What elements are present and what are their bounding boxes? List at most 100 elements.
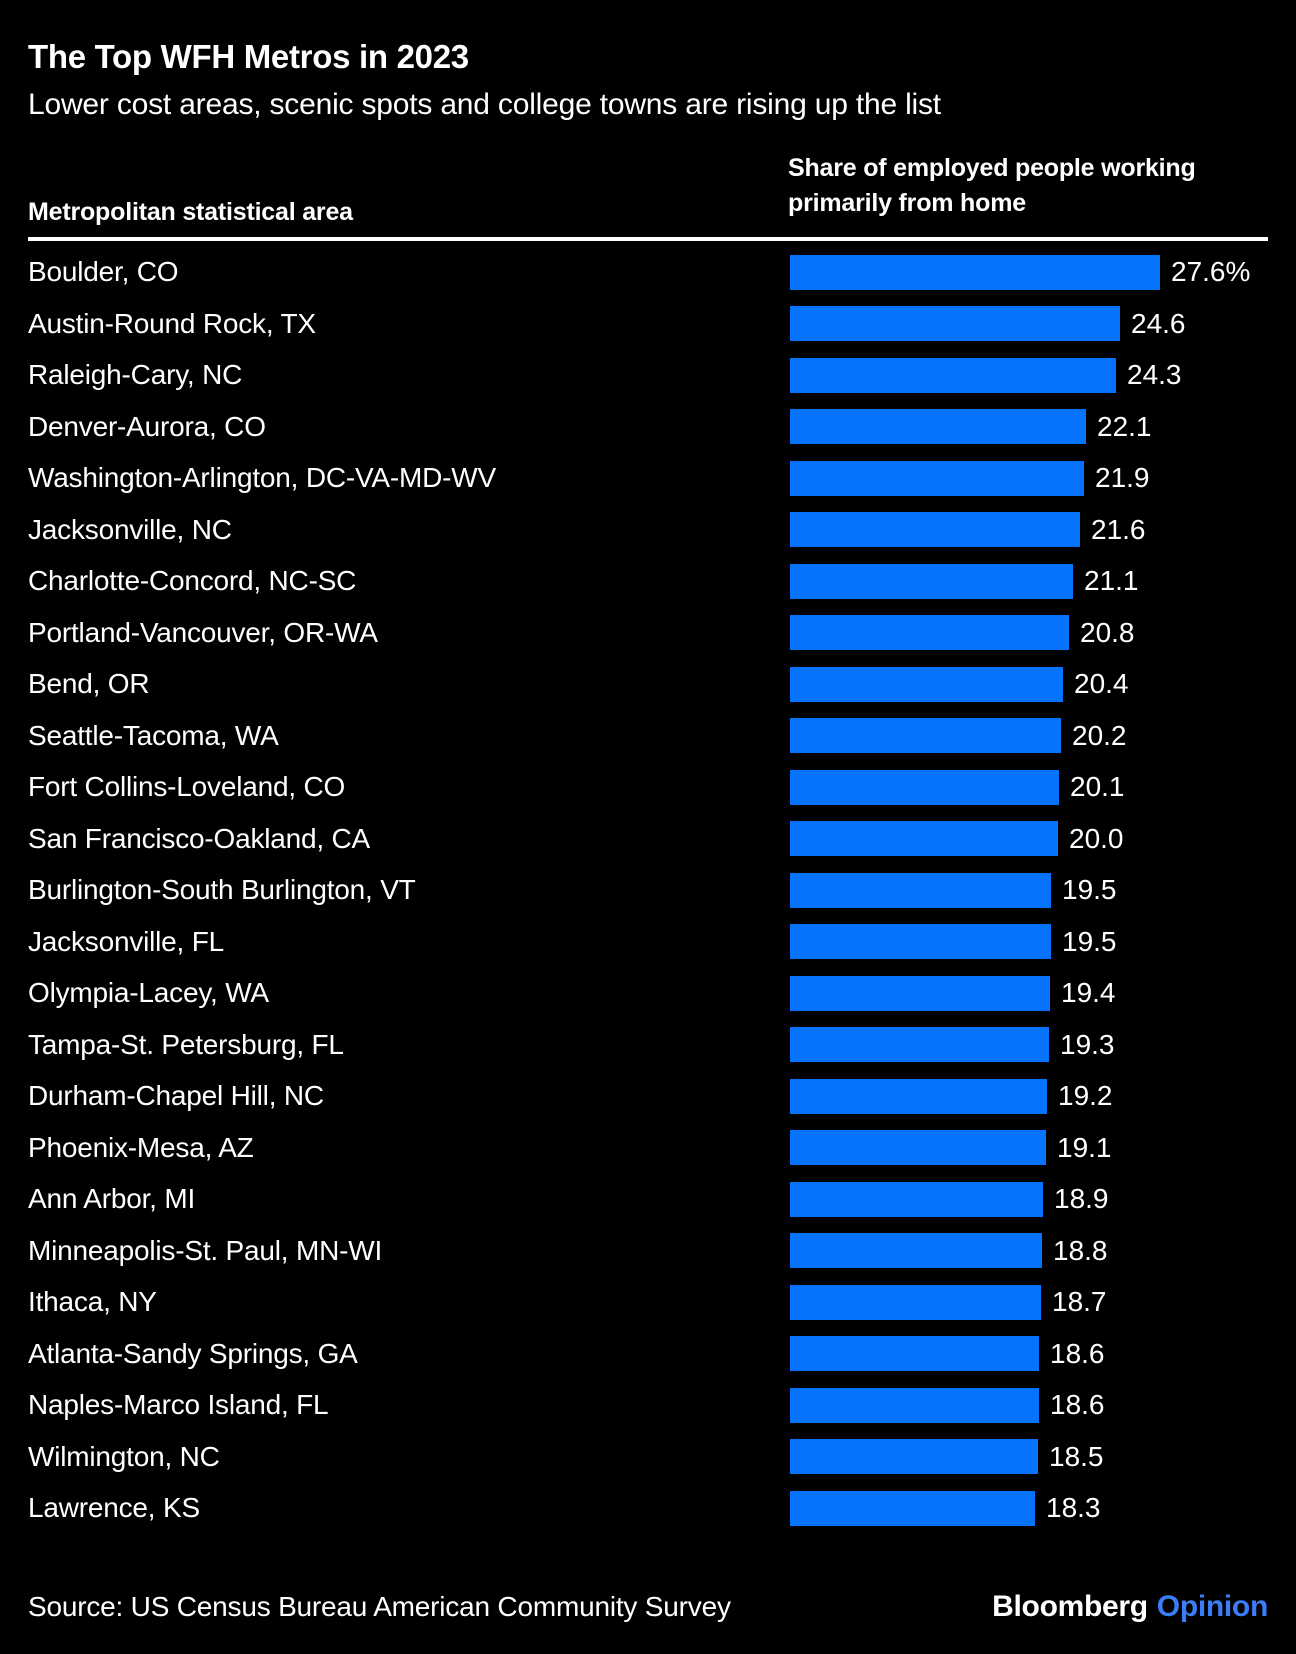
metro-label: Jacksonville, NC <box>28 513 232 545</box>
metro-label: Jacksonville, FL <box>28 925 224 957</box>
bar-row: Washington-Arlington, DC-VA-MD-WV 21.9 <box>28 453 1268 505</box>
bar-row: Portland-Vancouver, OR-WA 20.8 <box>28 607 1268 659</box>
metro-label: Wilmington, NC <box>28 1440 220 1472</box>
bar-row: Tampa-St. Petersburg, FL 19.3 <box>28 1019 1268 1071</box>
bar-area: 21.6 <box>790 504 1268 556</box>
bar-row: Bend, OR 20.4 <box>28 659 1268 711</box>
bar-row: Phoenix-Mesa, AZ 19.1 <box>28 1122 1268 1174</box>
value-label: 21.6 <box>1091 513 1146 545</box>
value-label: 18.5 <box>1049 1440 1104 1472</box>
value-label: 18.9 <box>1054 1183 1109 1215</box>
bar <box>790 924 1051 960</box>
value-label: 18.7 <box>1052 1286 1107 1318</box>
value-label: 18.3 <box>1046 1492 1101 1524</box>
metro-label: San Francisco-Oakland, CA <box>28 822 371 854</box>
metro-label: Portland-Vancouver, OR-WA <box>28 616 378 648</box>
value-label: 20.8 <box>1080 616 1135 648</box>
value-label: 19.1 <box>1057 1131 1112 1163</box>
bar-area: 21.9 <box>790 453 1268 505</box>
bar-row: Seattle-Tacoma, WA 20.2 <box>28 710 1268 762</box>
metro-label: Burlington-South Burlington, VT <box>28 874 416 906</box>
bar <box>790 1284 1041 1320</box>
bar-rows: Boulder, CO 27.6% Austin-Round Rock, TX … <box>28 247 1268 1535</box>
metro-label: Naples-Marco Island, FL <box>28 1389 329 1421</box>
bar <box>790 1490 1035 1526</box>
bar <box>790 563 1073 599</box>
value-label: 20.2 <box>1072 719 1127 751</box>
value-label: 27.6% <box>1171 256 1251 288</box>
bar-row: Charlotte-Concord, NC-SC 21.1 <box>28 556 1268 608</box>
bar-area: 20.8 <box>790 607 1268 659</box>
bar-row: Naples-Marco Island, FL 18.6 <box>28 1380 1268 1432</box>
value-label: 18.8 <box>1053 1234 1108 1266</box>
value-label: 19.5 <box>1062 874 1117 906</box>
bar <box>790 1027 1049 1063</box>
bar <box>790 1233 1042 1269</box>
value-label: 19.4 <box>1061 977 1116 1009</box>
metro-label: Austin-Round Rock, TX <box>28 307 316 339</box>
bar <box>790 718 1061 754</box>
column-header-metro: Metropolitan statistical area <box>28 197 353 226</box>
bar-row: Durham-Chapel Hill, NC 19.2 <box>28 1071 1268 1123</box>
bar-area: 20.0 <box>790 813 1268 865</box>
bar <box>790 254 1160 290</box>
bar-area: 24.6 <box>790 298 1268 350</box>
page-title: The Top WFH Metros in 2023 <box>28 38 469 75</box>
bar <box>790 975 1050 1011</box>
metro-label: Denver-Aurora, CO <box>28 410 266 442</box>
value-label: 18.6 <box>1050 1389 1105 1421</box>
bar-row: Jacksonville, NC 21.6 <box>28 504 1268 556</box>
bar <box>790 821 1058 857</box>
bar-row: Fort Collins-Loveland, CO 20.1 <box>28 762 1268 814</box>
value-label: 21.9 <box>1095 462 1150 494</box>
bar-area: 22.1 <box>790 401 1268 453</box>
footer: Source: US Census Bureau American Commun… <box>28 1590 1268 1624</box>
bar-area: 19.5 <box>790 865 1268 917</box>
bar <box>790 769 1059 805</box>
bar-area: 19.2 <box>790 1071 1268 1123</box>
source-note: Source: US Census Bureau American Commun… <box>28 1591 731 1622</box>
bar-area: 18.6 <box>790 1380 1268 1432</box>
bar <box>790 666 1063 702</box>
value-label: 19.5 <box>1062 925 1117 957</box>
bar <box>790 1387 1039 1423</box>
bar-area: 19.3 <box>790 1019 1268 1071</box>
bar-row: San Francisco-Oakland, CA 20.0 <box>28 813 1268 865</box>
metro-label: Boulder, CO <box>28 256 179 288</box>
metro-label: Charlotte-Concord, NC-SC <box>28 565 357 597</box>
bar-area: 21.1 <box>790 556 1268 608</box>
metro-label: Raleigh-Cary, NC <box>28 359 243 391</box>
bar-area: 18.9 <box>790 1174 1268 1226</box>
bar <box>790 460 1084 496</box>
bar-row: Raleigh-Cary, NC 24.3 <box>28 350 1268 402</box>
value-label: 18.6 <box>1050 1337 1105 1369</box>
bar-area: 20.2 <box>790 710 1268 762</box>
value-label: 19.2 <box>1058 1080 1113 1112</box>
bar-row: Jacksonville, FL 19.5 <box>28 916 1268 968</box>
metro-label: Durham-Chapel Hill, NC <box>28 1080 324 1112</box>
bar-area: 19.4 <box>790 968 1268 1020</box>
bar <box>790 1130 1046 1166</box>
bar-area: 27.6% <box>790 247 1268 299</box>
bar-row: Denver-Aurora, CO 22.1 <box>28 401 1268 453</box>
bar-area: 18.8 <box>790 1225 1268 1277</box>
metro-label: Olympia-Lacey, WA <box>28 977 269 1009</box>
metro-label: Ann Arbor, MI <box>28 1183 196 1215</box>
bar-area: 18.6 <box>790 1328 1268 1380</box>
bar-row: Boulder, CO 27.6% <box>28 247 1268 299</box>
bar <box>790 306 1120 342</box>
metro-label: Fort Collins-Loveland, CO <box>28 771 346 803</box>
bloomberg-opinion-logo: Bloomberg Opinion <box>992 1590 1268 1624</box>
bar-area: 18.5 <box>790 1431 1268 1483</box>
bar-row: Wilmington, NC 18.5 <box>28 1431 1268 1483</box>
bar <box>790 1181 1043 1217</box>
bar-row: Austin-Round Rock, TX 24.6 <box>28 298 1268 350</box>
bar <box>790 512 1080 548</box>
metro-label: Tampa-St. Petersburg, FL <box>28 1028 344 1060</box>
bar <box>790 1439 1038 1475</box>
bar-row: Ann Arbor, MI 18.9 <box>28 1174 1268 1226</box>
metro-label: Lawrence, KS <box>28 1492 200 1524</box>
metro-label: Phoenix-Mesa, AZ <box>28 1131 254 1163</box>
opinion-logo: Opinion <box>1156 1590 1269 1623</box>
value-label: 24.3 <box>1127 359 1182 391</box>
